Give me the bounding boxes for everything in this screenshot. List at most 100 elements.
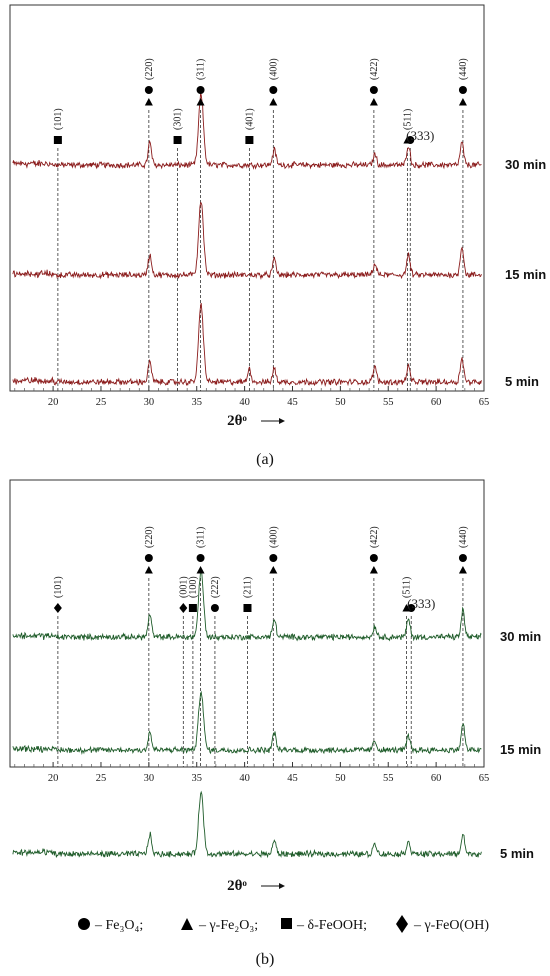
- circle-marker: [269, 554, 278, 562]
- hkl-label: (220): [144, 526, 155, 548]
- series-line-30-min: [12, 93, 482, 170]
- circle-marker: [369, 86, 378, 94]
- hkl-label: (222): [210, 576, 221, 598]
- x-tick-label: 25: [96, 773, 107, 784]
- chart-panel-b: 20 25 30 35 40 45 50 55 60 65 30 min 15 min 5 min (10…: [9, 479, 541, 968]
- square-marker: [173, 136, 182, 144]
- x-tick-label: 35: [191, 397, 202, 408]
- x-tick-label: 20: [48, 397, 59, 408]
- legend-label-delta-feooh: – δ-FeOOH;: [296, 918, 367, 933]
- legend-label-gamma-fe2o3: – γ-Fe₂O₃;: [198, 918, 258, 933]
- x-tick-label: 50: [335, 773, 346, 784]
- x-tick-label: 55: [383, 773, 394, 784]
- square-marker: [245, 136, 254, 144]
- x-tick-label: 45: [287, 397, 298, 408]
- hkl-label: (400): [268, 58, 279, 80]
- legend-label-fe3o4: – Fe₃O₄;: [94, 918, 143, 933]
- hkl-label: (422): [369, 526, 380, 548]
- series-line-30-min: [12, 568, 482, 642]
- series-line-5-min: [12, 302, 482, 388]
- circle-marker: [406, 136, 415, 144]
- hkl-label: (440): [458, 526, 469, 548]
- x-tick-label: 65: [479, 773, 490, 784]
- hkl-label: (100): [188, 576, 199, 598]
- x-tick-label: 40: [239, 773, 250, 784]
- hkl-label: (511): [401, 577, 412, 598]
- hkl-label: (333): [406, 128, 434, 143]
- x-tick-label: 35: [191, 773, 202, 784]
- triangle-marker: [144, 98, 153, 106]
- hkl-label: (001): [178, 576, 189, 598]
- hkl-label: (311): [196, 527, 207, 548]
- x-tick-label: 45: [287, 773, 298, 784]
- hkl-label: (511): [402, 109, 413, 130]
- circle-marker: [196, 554, 205, 562]
- plot-frame: [9, 4, 485, 392]
- hkl-label: (422): [369, 58, 380, 80]
- x-tick-label: 65: [479, 397, 490, 408]
- circle-marker: [144, 86, 153, 94]
- series-label: 15 min: [500, 742, 541, 757]
- hkl-label: (440): [458, 58, 469, 80]
- series-label: 30 min: [505, 157, 546, 172]
- legend-item-gamma-feooh: – γ-FeO(OH): [396, 915, 489, 933]
- hkl-label: (220): [144, 58, 155, 80]
- square-marker: [188, 604, 197, 612]
- triangle-marker: [269, 98, 278, 106]
- plot-frame: [9, 479, 485, 768]
- series-line-15-min: [12, 690, 482, 755]
- series-line-5-min: [12, 790, 482, 859]
- triangle-marker: [369, 98, 378, 106]
- circle-marker: [269, 86, 278, 94]
- x-tick-label: 50: [335, 397, 346, 408]
- circle-marker: [196, 86, 205, 94]
- circle-marker: [144, 554, 153, 562]
- triangle-marker: [144, 566, 153, 574]
- legend-item-delta-feooh: – δ-FeOOH;: [281, 918, 367, 933]
- triangle-marker: [458, 566, 467, 574]
- arrow-head-icon: [279, 883, 285, 889]
- square-icon: [281, 918, 292, 929]
- legend-item-gamma-fe2o3: – γ-Fe₂O₃;: [181, 918, 258, 933]
- series-label: 5 min: [505, 374, 539, 389]
- hkl-label: (101): [53, 576, 64, 598]
- x-tick-label: 30: [144, 773, 155, 784]
- hkl-label: (311): [196, 59, 207, 80]
- triangle-icon: [181, 918, 193, 930]
- x-tick-label: 30: [144, 397, 155, 408]
- x-tick-label: 25: [96, 397, 107, 408]
- series-label: 5 min: [500, 846, 534, 861]
- triangle-marker: [196, 98, 205, 106]
- x-axis-title: 2θᵒ: [227, 413, 247, 429]
- circle-marker: [407, 604, 416, 612]
- triangle-marker: [196, 566, 205, 574]
- diamond-marker: [179, 603, 188, 613]
- x-tick-label: 55: [383, 397, 394, 408]
- legend-label-gamma-feooh: – γ-FeO(OH): [413, 918, 489, 933]
- square-marker: [53, 136, 62, 144]
- panel-label: (b): [256, 951, 275, 968]
- chart-panel-a: 20 25 30 35 40 45 50 55 60 65 30 min 15 min 5 min (10…: [9, 4, 546, 468]
- circle-marker: [369, 554, 378, 562]
- x-tick-label: 60: [431, 397, 442, 408]
- x-axis-title: 2θᵒ: [227, 878, 247, 894]
- hkl-label: (333): [407, 596, 435, 611]
- circle-marker: [458, 86, 467, 94]
- circle-marker: [210, 604, 219, 612]
- x-tick-label: 40: [239, 397, 250, 408]
- circle-marker: [458, 554, 467, 562]
- hkl-label: (101): [53, 108, 64, 130]
- hkl-label: (301): [173, 108, 184, 130]
- triangle-marker: [369, 566, 378, 574]
- triangle-marker: [458, 98, 467, 106]
- arrow-head-icon: [279, 418, 285, 424]
- diamond-icon: [396, 915, 408, 933]
- series-label: 15 min: [505, 267, 546, 282]
- circle-icon: [78, 918, 90, 930]
- hkl-label: (401): [244, 108, 255, 130]
- triangle-marker: [269, 566, 278, 574]
- hkl-label: (211): [242, 577, 253, 598]
- series-line-15-min: [12, 201, 482, 280]
- series-label: 30 min: [500, 629, 541, 644]
